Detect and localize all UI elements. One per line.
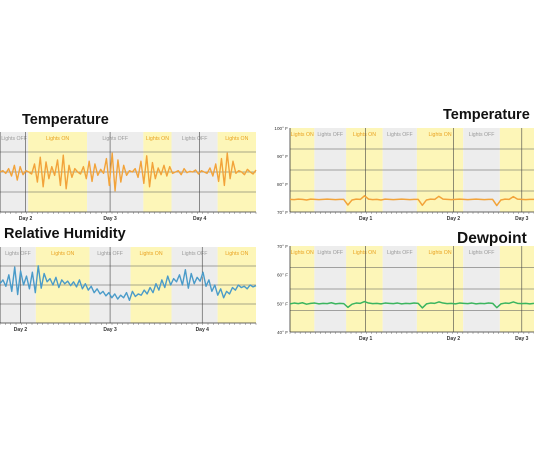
temperature-noisy-chart: Lights OFF Lights ON Lights OFF Lights ON Li… (0, 132, 257, 222)
series-line (0, 152, 257, 192)
period-label: Lights OFF (387, 250, 413, 256)
period-label: Lights ON (140, 251, 163, 257)
period-label: Lights OFF (469, 250, 495, 256)
chart-title: Dewpoint (457, 230, 527, 247)
x-tick-label: Day 3 (103, 216, 117, 222)
y-tick-label: 100° F (274, 126, 288, 131)
temperature-stable-chart: Lights ON Lights OFF Lights ON Lights OFF Li… (274, 126, 534, 222)
x-tick-label: Day 4 (196, 327, 210, 333)
x-tick-label: Day 2 (19, 216, 33, 222)
period-label: Lights ON (291, 132, 314, 138)
period-label: Lights OFF (387, 132, 413, 138)
chart-title: Temperature (443, 107, 530, 123)
x-tick-label: Day 2 (447, 336, 461, 342)
x-tick-label: Day 3 (103, 327, 117, 333)
y-tick-label: 60° F (277, 273, 288, 278)
x-tick-label: Day 3 (515, 336, 529, 342)
period-label: Lights OFF (469, 132, 495, 138)
period-label: Lights ON (429, 250, 452, 256)
y-tick-label: 50° F (277, 301, 288, 306)
period-label: Lights ON (353, 250, 376, 256)
period-label: Lights ON (225, 251, 248, 257)
period-label: Lights OFF (317, 132, 343, 138)
x-tick-label: Day 2 (447, 216, 461, 222)
y-tick-label: 80° F (277, 182, 288, 187)
x-tick-label: Day 4 (193, 216, 207, 222)
series-line (0, 265, 257, 302)
x-tick-label: Day 1 (359, 216, 373, 222)
x-tick-label: Day 1 (359, 336, 373, 342)
y-tick-label: 40° F (277, 330, 288, 335)
dewpoint-stable-chart: Lights ON Lights OFF Lights ON Lights OFF Li… (277, 244, 534, 342)
x-tick-label: Day 3 (515, 216, 529, 222)
period-label: Lights OFF (182, 251, 208, 257)
y-tick-label: 90° F (277, 154, 288, 159)
series-line (289, 195, 534, 207)
period-label: Lights ON (46, 136, 69, 142)
period-label: Lights OFF (317, 250, 343, 256)
y-tick-label: 70° F (277, 210, 288, 215)
humidity-noisy-chart: Lights OFF Lights ON Lights OFF Lights ON Li… (0, 247, 257, 333)
period-label: Lights ON (51, 251, 74, 257)
period-label: Lights OFF (5, 251, 31, 257)
period-label: Lights OFF (102, 136, 128, 142)
chart-title: Relative Humidity (4, 226, 126, 242)
period-label: Lights ON (291, 250, 314, 256)
period-label: Lights OFF (1, 136, 27, 142)
y-tick-label: 70° F (277, 244, 288, 249)
period-label: Lights ON (146, 136, 169, 142)
period-label: Lights OFF (182, 136, 208, 142)
period-label: Lights ON (225, 136, 248, 142)
period-label: Lights ON (353, 132, 376, 138)
chart-title: Temperature (22, 112, 109, 128)
x-tick-label: Day 2 (14, 327, 28, 333)
series-line (289, 300, 534, 309)
period-label: Lights ON (429, 132, 452, 138)
